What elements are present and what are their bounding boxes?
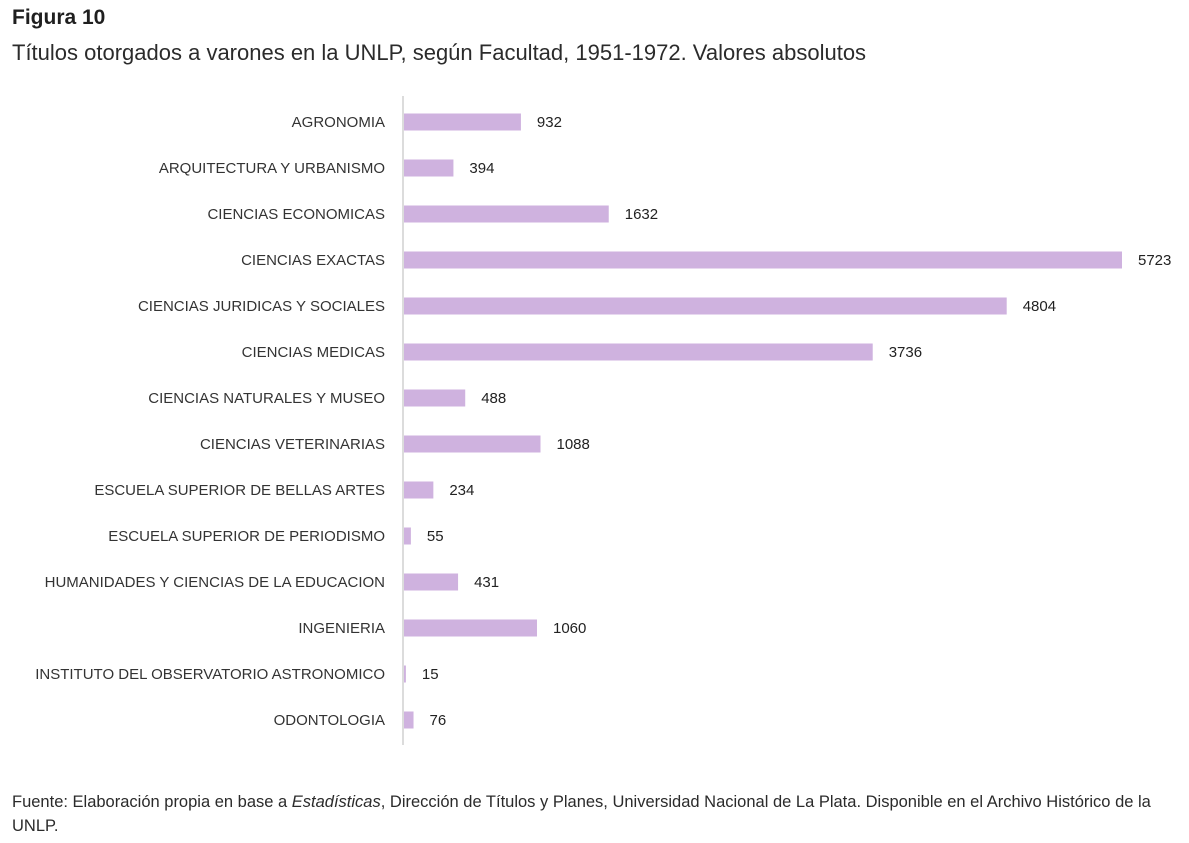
- bar: [404, 481, 434, 499]
- data-label: 4804: [1023, 298, 1056, 315]
- data-label: 15: [422, 666, 439, 683]
- category-label: HUMANIDADES Y CIENCIAS DE LA EDUCACION: [45, 574, 385, 591]
- data-label: 55: [427, 528, 444, 545]
- source-prefix: Fuente: Elaboración propia en base a: [12, 793, 292, 811]
- bar: [404, 573, 459, 591]
- category-label: ODONTOLOGIA: [274, 712, 385, 729]
- bar: [404, 205, 609, 223]
- bar: [404, 435, 541, 453]
- category-label: CIENCIAS JURIDICAS Y SOCIALES: [138, 298, 385, 315]
- category-label: CIENCIAS VETERINARIAS: [200, 436, 385, 453]
- data-label: 1060: [553, 620, 586, 637]
- bars-group: AGRONOMIA 932 ARQUITECTURA Y URBANISMO 394 C…: [35, 96, 1171, 745]
- bar: [404, 343, 873, 361]
- data-label: 234: [449, 482, 474, 499]
- bar: [404, 297, 1007, 315]
- bar: [404, 665, 406, 683]
- category-label: INGENIERIA: [298, 620, 385, 637]
- data-label: 5723: [1138, 252, 1171, 269]
- data-label: 76: [430, 712, 447, 729]
- source-italic: Estadísticas: [291, 793, 381, 811]
- data-label: 394: [469, 160, 494, 177]
- chart-title: Títulos otorgados a varones en la UNLP, …: [12, 40, 867, 65]
- bar: [404, 159, 454, 177]
- category-label: ESCUELA SUPERIOR DE PERIODISMO: [108, 528, 385, 545]
- category-label: ESCUELA SUPERIOR DE BELLAS ARTES: [94, 482, 385, 499]
- data-label: 488: [481, 390, 506, 407]
- category-label: CIENCIAS MEDICAS: [242, 344, 385, 361]
- data-label: 932: [537, 114, 562, 131]
- bar: [404, 389, 466, 407]
- category-label: CIENCIAS EXACTAS: [241, 252, 385, 269]
- source-note: Fuente: Elaboración propia en base a Est…: [12, 790, 1177, 838]
- bar: [404, 619, 537, 637]
- category-label: ARQUITECTURA Y URBANISMO: [159, 160, 385, 177]
- data-label: 3736: [889, 344, 922, 361]
- data-label: 1632: [625, 206, 658, 223]
- bar-chart: AGRONOMIA 932 ARQUITECTURA Y URBANISMO 394 C…: [35, 96, 1171, 745]
- category-label: INSTITUTO DEL OBSERVATORIO ASTRONOMICO: [35, 666, 385, 683]
- bar: [404, 527, 411, 545]
- bar: [404, 251, 1122, 269]
- data-label: 1088: [556, 436, 589, 453]
- category-label: AGRONOMIA: [292, 114, 385, 131]
- category-label: CIENCIAS NATURALES Y MUSEO: [148, 390, 385, 407]
- bar: [404, 113, 521, 131]
- figure-label: Figura 10: [12, 6, 106, 29]
- data-label: 431: [474, 574, 499, 591]
- category-label: CIENCIAS ECONOMICAS: [207, 206, 385, 223]
- source-suffix: , Dirección de Títulos y Planes, Univers…: [12, 793, 1151, 835]
- bar: [404, 711, 414, 729]
